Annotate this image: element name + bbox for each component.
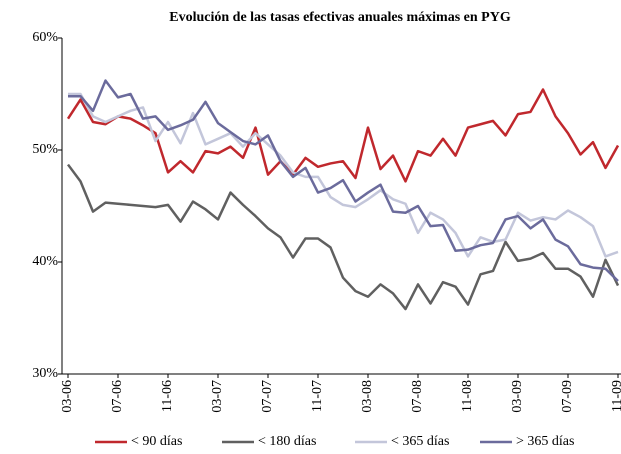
x-tick-label: 11-08 [460, 380, 475, 412]
y-tick-label: 50% [32, 142, 58, 157]
y-tick-label: 40% [32, 254, 58, 269]
series-line [68, 79, 619, 282]
series-line [68, 92, 619, 258]
legend-label: > 365 días [516, 434, 574, 449]
x-tick-label: 07-06 [110, 380, 125, 413]
y-tick-label: 30% [32, 366, 58, 381]
x-tick-label: 03-09 [510, 380, 525, 413]
x-tick-label: 11-06 [160, 380, 175, 412]
x-tick-label: 03-08 [360, 380, 375, 413]
x-tick-label: 03-06 [60, 380, 75, 413]
legend-label: < 180 días [258, 434, 316, 449]
legend-label: < 90 días [131, 434, 182, 449]
y-tick-label: 60% [32, 30, 58, 45]
chart-title: Evolución de las tasas efectivas anuales… [169, 10, 511, 25]
x-tick-label: 03-07 [210, 380, 225, 413]
legend-label: < 365 días [391, 434, 449, 449]
x-tick-label: 07-07 [260, 380, 275, 413]
x-tick-label: 11-07 [310, 380, 325, 412]
x-tick-label: 11-09 [610, 380, 621, 412]
series-line [66, 88, 620, 183]
x-tick-label: 07-09 [560, 380, 575, 413]
x-tick-label: 07-08 [410, 380, 425, 413]
series-line [66, 163, 620, 311]
